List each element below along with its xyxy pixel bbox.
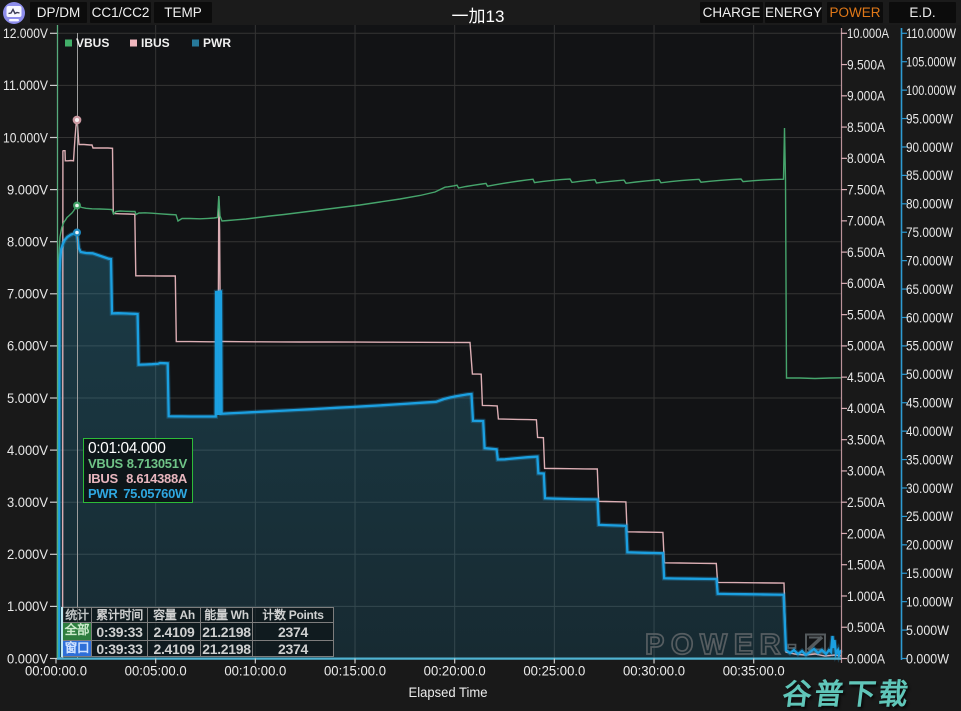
svg-text:00:30:00.0: 00:30:00.0 [623, 664, 685, 679]
svg-text:20.000W: 20.000W [906, 537, 954, 553]
svg-text:2.500A: 2.500A [847, 494, 886, 510]
svg-text:70.000W: 70.000W [906, 252, 954, 268]
svg-text:2.000V: 2.000V [7, 546, 49, 562]
svg-text:8.000V: 8.000V [7, 234, 49, 250]
svg-text:8.000A: 8.000A [847, 150, 886, 166]
svg-text:POWER-: POWER- [645, 629, 803, 661]
svg-text:5.000V: 5.000V [7, 390, 49, 406]
svg-text:50.000W: 50.000W [906, 366, 954, 382]
svg-text:00:15:00.0: 00:15:00.0 [324, 664, 386, 679]
svg-text:7.500A: 7.500A [847, 181, 886, 197]
svg-text:00:20:00.0: 00:20:00.0 [424, 664, 486, 679]
svg-text:7.000A: 7.000A [847, 213, 886, 229]
svg-text:10.000A: 10.000A [847, 25, 890, 41]
svg-text:PWR: PWR [203, 36, 231, 50]
svg-text:35.000W: 35.000W [906, 451, 954, 467]
svg-text:Elapsed Time: Elapsed Time [409, 685, 488, 700]
svg-text:3.000A: 3.000A [847, 463, 886, 479]
svg-text:00:25:00.0: 00:25:00.0 [523, 664, 585, 679]
svg-text:8.500A: 8.500A [847, 119, 886, 135]
svg-text:4.000A: 4.000A [847, 400, 886, 416]
svg-text:00:35:00.0: 00:35:00.0 [723, 664, 785, 679]
svg-text:VBUS: VBUS [76, 36, 109, 50]
svg-text:65.000W: 65.000W [906, 281, 954, 297]
svg-text:10.000W: 10.000W [906, 593, 954, 609]
svg-text:5.000W: 5.000W [906, 622, 950, 638]
svg-text:105.000W: 105.000W [906, 54, 957, 70]
svg-text:00:05:00.0: 00:05:00.0 [125, 664, 187, 679]
svg-text:60.000W: 60.000W [906, 309, 954, 325]
svg-text:4.500A: 4.500A [847, 369, 886, 385]
svg-text:5.500A: 5.500A [847, 306, 886, 322]
svg-text:15.000W: 15.000W [906, 565, 954, 581]
svg-text:12.000V: 12.000V [3, 25, 49, 41]
svg-text:3.000V: 3.000V [7, 494, 49, 510]
svg-text:100.000W: 100.000W [906, 82, 957, 98]
svg-text:9.000A: 9.000A [847, 88, 886, 104]
svg-text:9.500A: 9.500A [847, 56, 886, 72]
svg-text:25.000W: 25.000W [906, 508, 954, 524]
svg-text:55.000W: 55.000W [906, 338, 954, 354]
svg-text:9.000V: 9.000V [7, 181, 49, 197]
svg-text:80.000W: 80.000W [906, 196, 954, 212]
svg-text:0.000A: 0.000A [847, 650, 886, 666]
svg-text:6.000V: 6.000V [7, 338, 49, 354]
svg-text:90.000W: 90.000W [906, 139, 954, 155]
svg-text:3.500A: 3.500A [847, 431, 886, 447]
svg-text:1.000V: 1.000V [7, 598, 49, 614]
svg-text:2.000A: 2.000A [847, 525, 886, 541]
svg-text:7.000V: 7.000V [7, 286, 49, 302]
svg-text:0.000W: 0.000W [906, 650, 950, 666]
svg-text:95.000W: 95.000W [906, 110, 954, 126]
svg-text:1.500A: 1.500A [847, 557, 886, 573]
svg-text:85.000W: 85.000W [906, 167, 954, 183]
svg-text:0.000V: 0.000V [7, 650, 49, 666]
svg-text:00:10:00.0: 00:10:00.0 [224, 664, 286, 679]
svg-text:6.000A: 6.000A [847, 275, 886, 291]
svg-text:1.000A: 1.000A [847, 588, 886, 604]
svg-text:00:00:00.0: 00:00:00.0 [25, 664, 87, 679]
svg-text:110.000W: 110.000W [906, 25, 957, 41]
svg-text:5.000A: 5.000A [847, 338, 886, 354]
svg-text:4.000V: 4.000V [7, 442, 49, 458]
svg-text:10.000V: 10.000V [3, 129, 49, 145]
svg-text:45.000W: 45.000W [906, 395, 954, 411]
svg-text:0.500A: 0.500A [847, 619, 886, 635]
svg-text:75.000W: 75.000W [906, 224, 954, 240]
svg-text:11.000V: 11.000V [3, 77, 49, 93]
svg-text:40.000W: 40.000W [906, 423, 954, 439]
svg-text:IBUS: IBUS [141, 36, 170, 50]
svg-text:6.500A: 6.500A [847, 244, 886, 260]
svg-text:30.000W: 30.000W [906, 480, 954, 496]
